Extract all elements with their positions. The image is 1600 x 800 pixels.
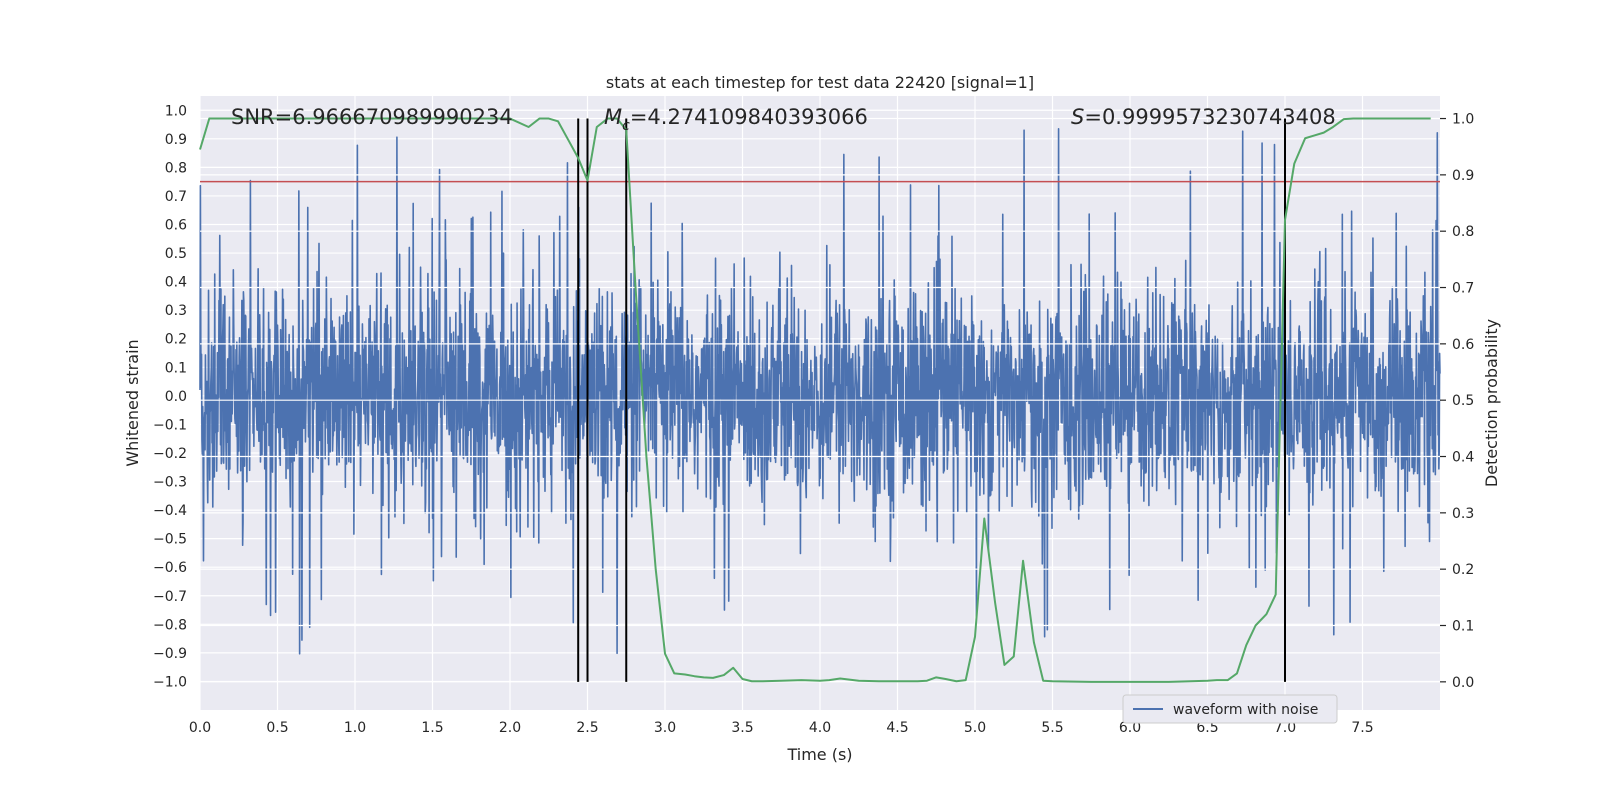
y-tick-label: −0.9 (153, 646, 187, 662)
y-tick-label: 0.5 (165, 246, 187, 262)
y-tick-label: −0.6 (153, 560, 187, 576)
y-right-tick-label: 0.9 (1452, 168, 1474, 184)
x-tick-label: 6.0 (1119, 720, 1141, 736)
legend-box (1122, 694, 1338, 724)
x-tick-label: 4.5 (886, 720, 908, 736)
vertical-line-layer (577, 118, 1286, 682)
x-tick-label: 1.5 (421, 720, 443, 736)
legend-entry-waveform: waveform with noise (1173, 702, 1318, 718)
y-right-tick-label: 1.0 (1452, 112, 1474, 128)
x-tick-label: 2.5 (576, 720, 598, 736)
y-tick-label: −0.2 (153, 446, 187, 462)
y-right-tick-label: 0.7 (1452, 281, 1474, 297)
y-tick-label: −0.5 (153, 532, 187, 548)
y-tick-label: 0.2 (165, 332, 187, 348)
y-tick-label: 0.6 (165, 218, 187, 234)
x-tick-label: 6.5 (1196, 720, 1218, 736)
x-tick-label: 0.5 (266, 720, 288, 736)
legend: waveform with noise (1122, 694, 1338, 724)
chart-title: stats at each timestep for test data 224… (606, 73, 1034, 92)
y-right-tick-label: 0.5 (1452, 393, 1474, 409)
y-right-tick-layer: 1.0 0.9 0.8 0.7 0.6 0.5 0.4 0.3 0.2 0.1 0.0 (1440, 112, 1474, 691)
y-tick-label: −1.0 (153, 674, 187, 690)
x-tick-label: 3.5 (731, 720, 753, 736)
overlay-grid-layer (200, 117, 1440, 683)
chirp-mass-annotation: Mc=4.274109840393066 (604, 105, 868, 134)
x-tick-label: 5.5 (1041, 720, 1063, 736)
y-right-axis-label: Detection probability (1482, 319, 1501, 487)
x-tick-label: 1.0 (344, 720, 366, 736)
detection-stat-symbol: S (1071, 105, 1084, 129)
y-right-tick-label: 0.6 (1452, 337, 1474, 353)
y-tick-label: −0.8 (153, 617, 187, 633)
y-tick-label: −0.3 (153, 475, 187, 491)
snr-annotation: SNR=6.966670989990234 (231, 105, 513, 129)
y-right-tick-label: 0.0 (1452, 675, 1474, 691)
x-tick-layer: 0.0 0.5 1.0 1.5 2.0 2.5 3.0 3.5 4.0 4.5 5.0 5.5 6.0 6… (189, 720, 1374, 736)
y-right-tick-label: 0.2 (1452, 562, 1474, 578)
chirp-mass-symbol: M (604, 105, 622, 129)
x-tick-label: 2.0 (499, 720, 521, 736)
y-tick-label: 0.7 (165, 189, 187, 205)
x-tick-label: 3.0 (654, 720, 676, 736)
chirp-mass-value: =4.274109840393066 (630, 105, 868, 129)
y-tick-layer: 1.0 0.9 0.8 0.7 0.6 0.5 0.4 0.3 0.2 0.1 0.0 −0.1 −0.… (153, 103, 187, 690)
y-tick-label: 0.0 (165, 389, 187, 405)
waveform-series (199, 127, 1441, 655)
chirp-mass-subscript: c (622, 118, 630, 134)
y-right-tick-label: 0.3 (1452, 506, 1474, 522)
y-tick-label: 0.9 (165, 132, 187, 148)
y-axis-label: Whitened strain (123, 339, 142, 466)
y-tick-label: 0.8 (165, 160, 187, 176)
probability-layer (199, 117, 1431, 683)
y-tick-label: 0.4 (165, 275, 187, 291)
y-tick-label: −0.4 (153, 503, 187, 519)
detection-stat-value: =0.9999573230743408 (1084, 105, 1335, 129)
y-tick-label: −0.7 (153, 589, 187, 605)
x-tick-label: 4.0 (809, 720, 831, 736)
y-tick-label: 0.1 (165, 360, 187, 376)
x-tick-label: 7.0 (1274, 720, 1296, 736)
x-axis-label: Time (s) (786, 745, 852, 764)
x-tick-label: 0.0 (189, 720, 211, 736)
y-tick-label: 1.0 (165, 103, 187, 119)
detection-stat-annotation: S=0.9999573230743408 (1071, 105, 1336, 129)
y-right-tick-label: 0.1 (1452, 619, 1474, 635)
y-tick-label: −0.1 (153, 417, 187, 433)
x-tick-label: 7.5 (1351, 720, 1373, 736)
detection-probability-series (199, 117, 1431, 683)
waveform-layer (199, 127, 1441, 655)
y-right-tick-label: 0.4 (1452, 450, 1474, 466)
y-right-tick-label: 0.8 (1452, 224, 1474, 240)
x-tick-label: 5.0 (964, 720, 986, 736)
y-tick-label: 0.3 (165, 303, 187, 319)
